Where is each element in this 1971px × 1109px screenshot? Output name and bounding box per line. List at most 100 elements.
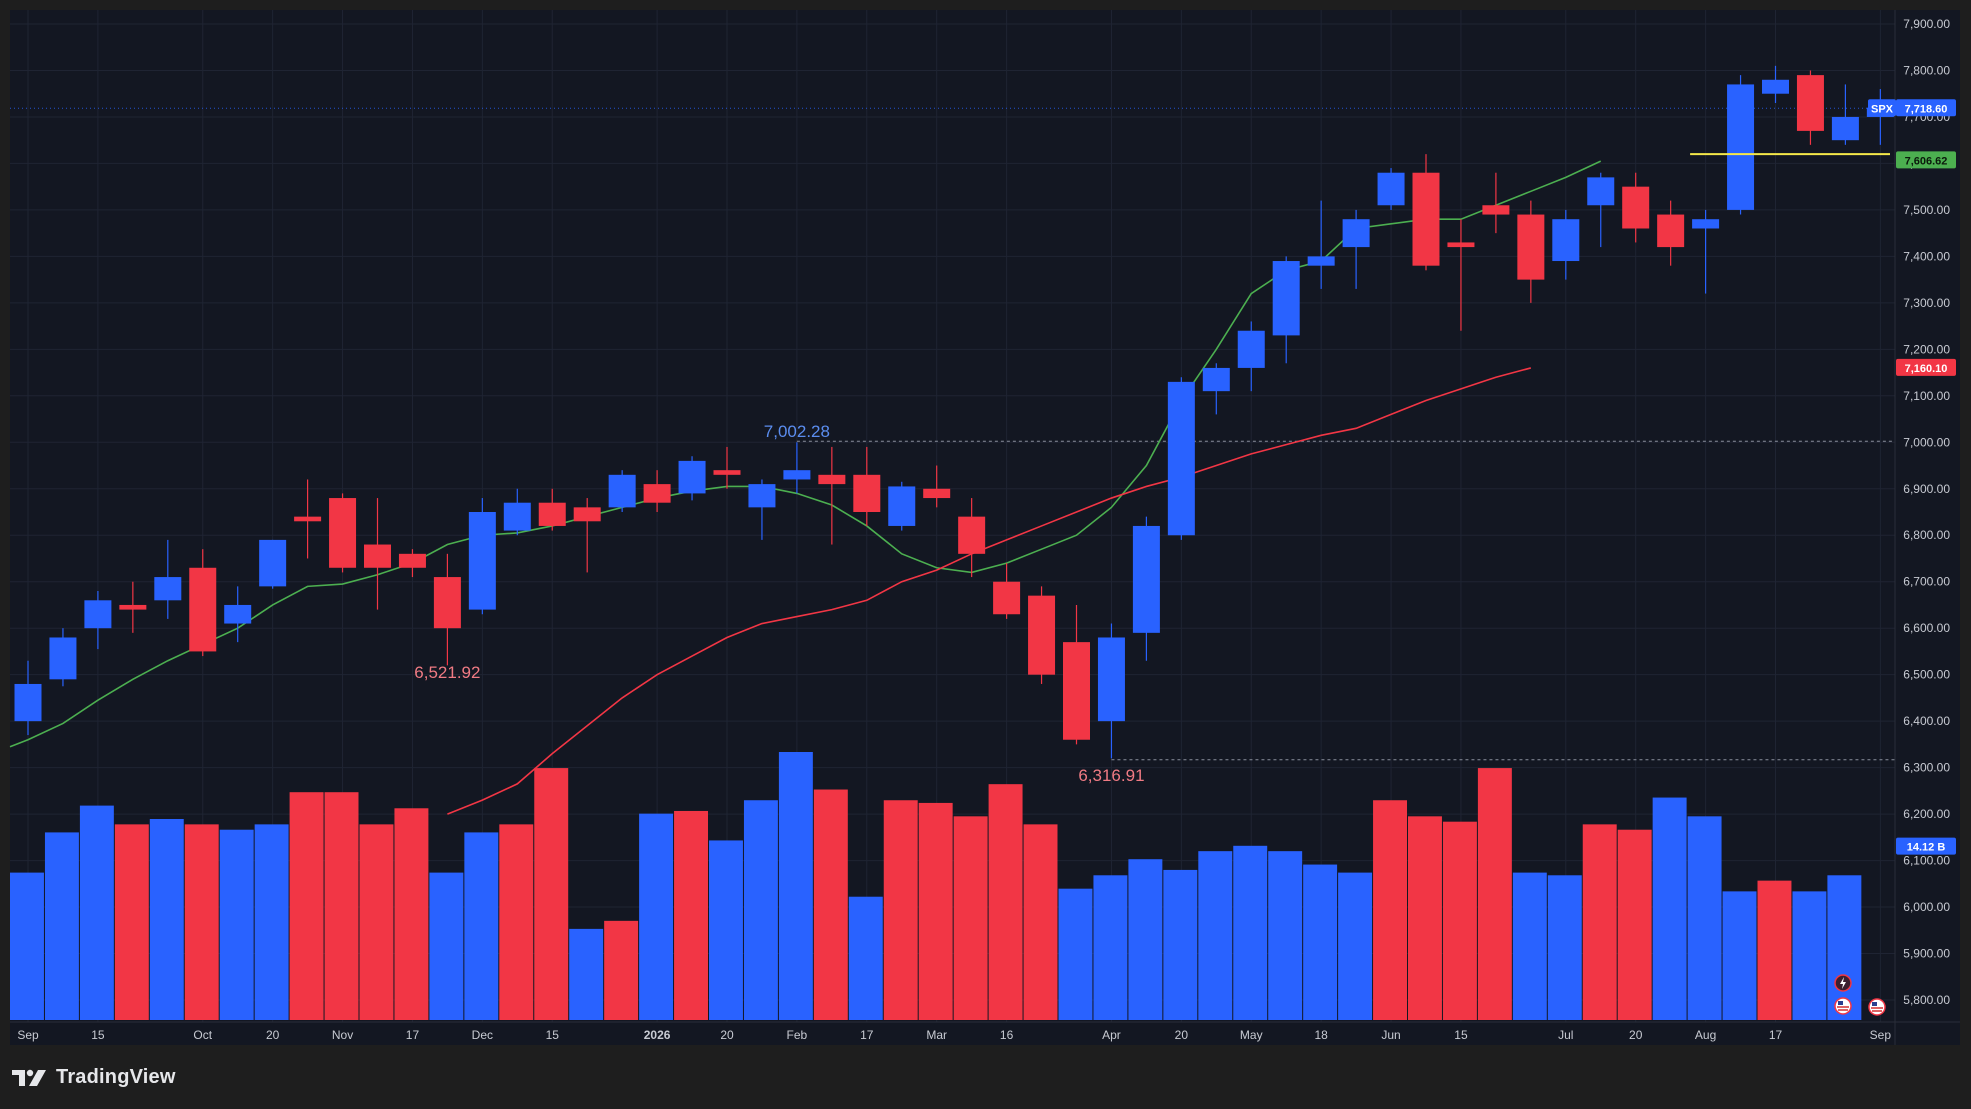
price-axis[interactable]: 7,900.007,800.007,700.007,600.007,500.00…: [1903, 17, 1950, 1007]
candle[interactable]: [853, 446, 881, 526]
candle[interactable]: [398, 549, 426, 578]
volume-bar: [1582, 824, 1617, 1020]
candle-body: [398, 553, 426, 568]
candle-body: [1412, 172, 1440, 266]
price-axis-label: 6,700.00: [1903, 575, 1950, 589]
candle[interactable]: [1202, 363, 1230, 415]
candle[interactable]: [818, 446, 846, 545]
candle[interactable]: [1831, 84, 1859, 145]
candle[interactable]: [1063, 604, 1090, 745]
volume-bar: [1373, 800, 1407, 1020]
price-axis-label: 7,200.00: [1903, 342, 1950, 356]
price-annotation: 7,002.28: [764, 422, 830, 441]
candle[interactable]: [748, 479, 776, 540]
candle[interactable]: [1622, 172, 1650, 243]
brand-logo[interactable]: TradingView: [12, 1066, 176, 1089]
candle[interactable]: [993, 563, 1021, 619]
candle[interactable]: [1342, 209, 1370, 289]
candle[interactable]: [783, 442, 811, 494]
time-axis-label: 17: [406, 1028, 420, 1042]
candle[interactable]: [224, 586, 252, 643]
candle[interactable]: [503, 488, 531, 536]
candle[interactable]: [1657, 200, 1685, 266]
candle[interactable]: [1796, 70, 1824, 145]
candle[interactable]: [1272, 256, 1300, 364]
price-axis-label: 6,500.00: [1903, 668, 1950, 682]
price-tags: SPX 7,718.60 7,606.62 7,160.10 14.12 B: [1868, 99, 1956, 855]
candle[interactable]: [154, 539, 182, 619]
time-axis-label: Jul: [1558, 1028, 1573, 1042]
candle[interactable]: [433, 553, 461, 666]
candle-body: [1272, 261, 1300, 336]
candle[interactable]: [643, 470, 671, 512]
candle[interactable]: [1377, 168, 1405, 210]
candle[interactable]: [329, 493, 357, 573]
candle[interactable]: [1028, 586, 1056, 684]
price-axis-label: 7,000.00: [1903, 435, 1950, 449]
time-axis-label: Dec: [472, 1028, 493, 1042]
price-tag-box: [1896, 99, 1956, 117]
candle[interactable]: [608, 470, 636, 512]
candle[interactable]: [259, 539, 287, 589]
candle[interactable]: [1237, 321, 1265, 392]
candle[interactable]: [1762, 65, 1789, 104]
candle-body: [1552, 219, 1580, 262]
candle[interactable]: [364, 498, 391, 610]
candle[interactable]: [1692, 209, 1720, 294]
volume-bar: [394, 808, 429, 1020]
candle[interactable]: [294, 479, 322, 559]
candle[interactable]: [468, 498, 496, 615]
candle[interactable]: [538, 488, 566, 531]
candle-body: [888, 486, 916, 526]
price-tag-text: 14.12 B: [1907, 842, 1946, 854]
candle[interactable]: [1307, 200, 1335, 289]
candle[interactable]: [49, 628, 77, 687]
time-axis-label: 15: [1454, 1028, 1468, 1042]
candle[interactable]: [1727, 75, 1755, 215]
price-axis-label: 6,900.00: [1903, 482, 1950, 496]
volume-bar: [1163, 869, 1198, 1020]
price-tag: SPX 7,718.60: [1868, 99, 1956, 117]
flag-circle: [1868, 998, 1886, 1016]
volume-bar: [1827, 875, 1862, 1020]
candle[interactable]: [1097, 623, 1125, 759]
candle[interactable]: [923, 465, 951, 508]
time-axis-label: 20: [720, 1028, 734, 1042]
candle[interactable]: [119, 581, 147, 633]
candle[interactable]: [1517, 200, 1545, 303]
candle[interactable]: [1482, 172, 1510, 234]
flag-canton: [1872, 1002, 1877, 1006]
candle[interactable]: [958, 498, 986, 578]
flag-canton: [1838, 1001, 1843, 1005]
candle[interactable]: [189, 549, 217, 657]
volume-bar: [1198, 851, 1233, 1020]
candle-body: [294, 516, 322, 522]
lightning-event-icon[interactable]: [1834, 974, 1852, 992]
time-axis[interactable]: Sep 15 Oct 20 Nov 17 Dec 15 2026 20 Feb 17 Mar 16 Apr 2…: [17, 1028, 1891, 1042]
candle[interactable]: [713, 446, 741, 489]
us-flag-event-icon[interactable]: [1868, 998, 1886, 1016]
candle[interactable]: [1132, 516, 1160, 661]
candle[interactable]: [14, 660, 42, 736]
volume-bar: [1442, 821, 1477, 1020]
candle[interactable]: [1167, 377, 1195, 540]
event-markers[interactable]: [1834, 974, 1886, 1016]
volume-bars: [10, 752, 1862, 1020]
price-tag-box: [1896, 358, 1956, 376]
candle[interactable]: [573, 498, 601, 573]
us-flag-event-icon[interactable]: [1834, 997, 1852, 1015]
candle[interactable]: [888, 481, 916, 531]
candle[interactable]: [1552, 209, 1580, 280]
candle[interactable]: [678, 456, 706, 501]
candles[interactable]: [14, 65, 1894, 759]
candle[interactable]: [84, 591, 112, 650]
candle[interactable]: [1412, 154, 1440, 271]
candle[interactable]: [1587, 172, 1615, 248]
candle[interactable]: [1447, 219, 1475, 331]
candle-body: [1167, 381, 1195, 536]
volume-bar: [184, 824, 219, 1020]
candle-body: [923, 488, 951, 499]
price-axis-label: 6,400.00: [1903, 714, 1950, 728]
price-tag: 7,606.62: [1896, 151, 1956, 169]
